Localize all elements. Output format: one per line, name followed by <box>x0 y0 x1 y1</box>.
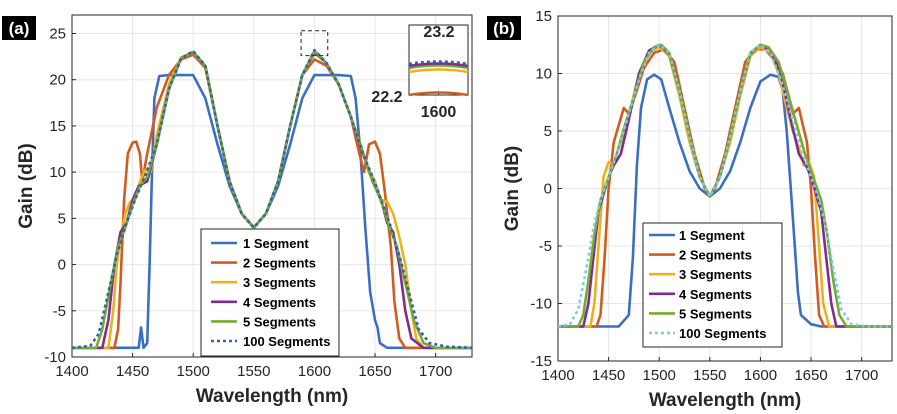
x-axis-label: Wavelength (nm) <box>649 390 801 411</box>
x-tick-label: 1600 <box>298 363 331 380</box>
x-tick-label: 1700 <box>419 363 452 380</box>
inset-curve <box>408 64 469 70</box>
x-axis-label: Wavelength (nm) <box>196 386 348 407</box>
y-tick-label: 5 <box>544 123 552 140</box>
inset-curve <box>408 68 469 74</box>
series-group <box>72 48 472 350</box>
x-tick-label: 1700 <box>845 367 878 384</box>
panel-label-box <box>2 16 36 40</box>
legend-label: 100 Segments <box>679 326 766 341</box>
y-tick-label: 0 <box>544 181 552 198</box>
axes-frame <box>71 14 473 358</box>
y-tick-label: -5 <box>53 303 66 320</box>
y-axis-label: Gain (dB) <box>502 146 523 232</box>
panel-0: 1400 1450 1500 1550 1600 1650 1700 -10 -5 0 5 10 15 2… <box>2 14 473 407</box>
x-tick-label: 1500 <box>643 367 676 384</box>
panel-label-text: (b) <box>493 19 515 38</box>
x-tick-label: 1500 <box>177 363 210 380</box>
x-tick-label: 1450 <box>592 367 625 384</box>
legend: 1 Segment 2 Segments 3 Segments 4 Segments 5… <box>200 228 340 357</box>
y-tick-label: 15 <box>49 118 66 135</box>
zoom-box <box>300 30 329 57</box>
legend-label: 100 Segments <box>243 334 330 349</box>
panel-label-text: (a) <box>9 19 30 38</box>
x-tick-label: 1600 <box>744 367 777 384</box>
x-tick-label: 1550 <box>237 363 270 380</box>
inset-curve <box>408 62 469 68</box>
legend-label: 1 Segment <box>679 228 745 243</box>
legend-label: 2 Segments <box>679 248 752 263</box>
legend-label: 3 Segments <box>679 267 752 282</box>
x-tick-label: 1450 <box>116 363 149 380</box>
x-tick-label: 1650 <box>358 363 391 380</box>
legend: 1 Segment 2 Segments 3 Segments 4 Segments 5… <box>642 222 783 348</box>
y-tick-label: 10 <box>49 164 66 181</box>
y-tick-label: 15 <box>535 8 552 25</box>
series-line <box>558 43 892 328</box>
legend-box <box>200 228 340 357</box>
y-tick-label: 5 <box>58 210 66 227</box>
legend-label: 3 Segments <box>243 275 316 290</box>
series-line <box>72 49 472 350</box>
series-line <box>558 73 892 328</box>
x-tick-label: 1400 <box>541 367 574 384</box>
legend-label: 4 Segments <box>243 295 316 310</box>
y-tick-label: -10 <box>44 349 66 366</box>
legend-label: 5 Segments <box>243 314 316 329</box>
x-tick-label: 1400 <box>55 363 88 380</box>
series-group <box>558 43 892 328</box>
inset-frame <box>408 24 469 96</box>
y-tick-label: -5 <box>539 238 552 255</box>
inset-x-label: 1600 <box>421 104 457 121</box>
inset-bottom-label: 22.2 <box>371 89 402 106</box>
series-line <box>72 48 472 350</box>
inset-curve <box>408 91 469 97</box>
legend-box <box>642 222 783 348</box>
y-tick-label: 25 <box>49 25 66 42</box>
panel-label: (a) <box>2 16 36 40</box>
panel-label-box <box>487 16 521 40</box>
y-tick-label: -15 <box>530 353 552 370</box>
legend-label: 4 Segments <box>679 287 752 302</box>
inset: 23.2 22.2 1600 <box>300 24 469 121</box>
panel-label: (b) <box>487 16 521 40</box>
legend-label: 1 Segment <box>243 236 309 251</box>
panel-1: 1400 1450 1500 1550 1600 1650 1700 -15 -10 -5 0 5 10… <box>487 8 893 411</box>
legend-label: 2 Segments <box>243 256 316 271</box>
legend-label: 5 Segments <box>679 306 752 321</box>
inset-top-label: 23.2 <box>423 24 454 41</box>
y-tick-label: -10 <box>530 296 552 313</box>
y-axis-label: Gain (dB) <box>16 143 37 229</box>
x-tick-label: 1650 <box>794 367 827 384</box>
inset-curve <box>408 60 469 66</box>
x-tick-label: 1550 <box>693 367 726 384</box>
y-tick-label: 0 <box>58 257 66 274</box>
y-tick-label: 10 <box>535 66 552 83</box>
y-tick-label: 20 <box>49 72 66 89</box>
